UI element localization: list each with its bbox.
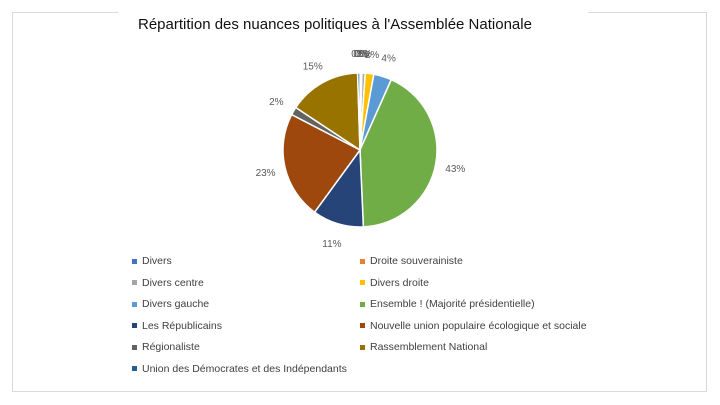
pie-slice-10 [356, 72, 361, 151]
legend-label: Nouvelle union populaire écologique et s… [370, 319, 587, 332]
legend-item: Divers droite [360, 277, 429, 289]
legend-swatch [360, 344, 365, 350]
legend-swatch [132, 323, 137, 328]
legend-label: Les Républicains [142, 319, 222, 332]
slice-label-4: 4% [381, 53, 396, 64]
legend-swatch [132, 301, 137, 307]
legend-label: Ensemble ! (Majorité présidentielle) [370, 298, 535, 310]
legend-label: Divers gauche [142, 298, 210, 310]
pie-slice-7 [282, 113, 362, 214]
slice-label-1: 0% [355, 49, 370, 60]
slice-label-2: 1% [357, 49, 372, 60]
legend-item: Droite souverainiste [360, 255, 463, 267]
legend-swatch [360, 301, 365, 307]
legend-item: Nouvelle union populaire écologique et s… [360, 320, 587, 332]
pie-slice-9 [294, 72, 361, 152]
legend-swatch [132, 280, 137, 285]
legend-label: Divers droite [370, 276, 429, 289]
slice-label-10: 0% [351, 49, 366, 60]
legend-item: Union des Démocrates et des Indépendants [132, 363, 347, 375]
chart-title: Répartition des nuances politiques à l'A… [138, 16, 532, 33]
slice-label-3: 2% [365, 50, 380, 61]
legend-label: Droite souverainiste [370, 255, 463, 267]
legend-swatch [132, 344, 137, 350]
legend-item: Divers gauche [132, 298, 209, 310]
legend-swatch [360, 323, 365, 328]
slice-label-9: 15% [303, 61, 323, 72]
legend-swatch [360, 258, 365, 264]
slice-label-0: 0% [353, 49, 368, 60]
legend-item: Divers centre [132, 277, 204, 289]
legend-label: Union des Démocrates et des Indépendants [142, 362, 347, 375]
legend-swatch [132, 258, 137, 264]
legend-label: Divers [142, 255, 172, 267]
legend-item: Régionaliste [132, 341, 200, 353]
slice-label-5: 43% [445, 164, 465, 175]
legend-swatch [132, 366, 137, 371]
legend-label: Régionaliste [142, 341, 200, 353]
legend-item: Les Républicains [132, 320, 222, 332]
legend-swatch [360, 280, 365, 285]
legend-label: Rassemblement National [370, 341, 488, 353]
legend-item: Ensemble ! (Majorité présidentielle) [360, 298, 535, 310]
slice-label-8: 2% [269, 97, 284, 108]
title-gap [118, 8, 588, 16]
slice-label-7: 23% [256, 168, 276, 179]
legend-label: Divers centre [142, 276, 204, 289]
pie-slice-5 [359, 78, 438, 228]
slice-label-6: 11% [322, 239, 341, 250]
legend-item: Rassemblement National [360, 341, 487, 353]
legend-item: Divers [132, 255, 172, 267]
